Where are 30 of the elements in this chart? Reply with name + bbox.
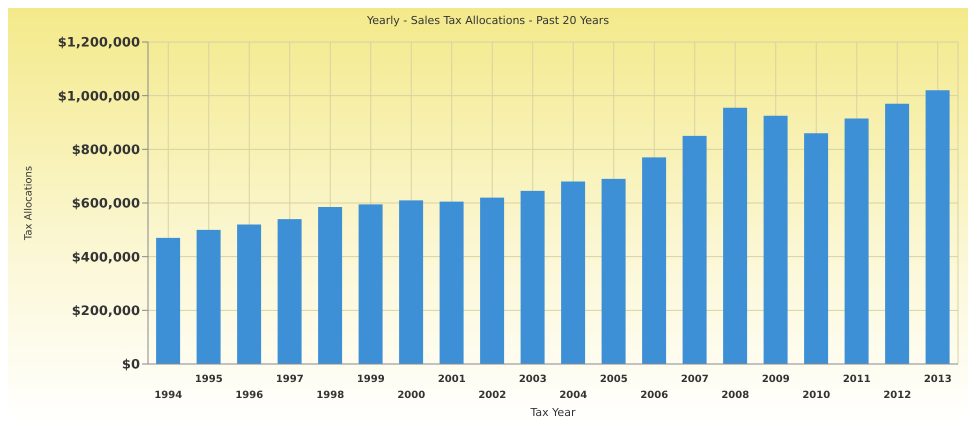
y-tick-label: $1,000,000 — [58, 89, 140, 104]
x-tick-label: 2009 — [762, 374, 790, 385]
x-tick-label: 2004 — [559, 390, 588, 401]
x-axis-title: Tax Year — [530, 406, 576, 419]
y-tick-label: $200,000 — [72, 304, 140, 319]
x-tick-label: 1994 — [154, 390, 182, 401]
x-tick-label: 1996 — [235, 390, 264, 401]
x-tick-label: 2003 — [518, 374, 547, 385]
x-tick-label: 2008 — [721, 390, 750, 401]
x-tick-label: 1998 — [316, 390, 344, 401]
x-tick-label: 1999 — [356, 374, 385, 385]
x-tick-label: 1997 — [276, 374, 304, 385]
y-tick-label: $800,000 — [72, 142, 140, 158]
y-tick-label: $0 — [122, 358, 140, 373]
x-tick-label: 1995 — [194, 374, 223, 385]
x-tick-label: 2002 — [478, 390, 506, 401]
x-tick-label: 2013 — [924, 374, 952, 385]
x-tick-label: 2007 — [680, 374, 709, 385]
x-tick-label: 2000 — [397, 390, 426, 401]
x-tick-label: 2010 — [802, 390, 830, 401]
x-tick-label: 2012 — [883, 390, 912, 401]
x-tick-label: 2006 — [640, 390, 668, 401]
y-tick-label: $600,000 — [72, 196, 140, 212]
y-tick-label: $1,200,000 — [58, 36, 140, 51]
x-tick-label: 2001 — [438, 374, 466, 385]
x-tick-label: 2005 — [600, 374, 628, 385]
y-axis-title: Tax Allocations — [24, 166, 35, 242]
x-tick-label: 2011 — [842, 374, 871, 385]
y-tick-label: $400,000 — [72, 250, 140, 266]
chart-title: Yearly - Sales Tax Allocations - Past 20 Years — [366, 14, 610, 27]
